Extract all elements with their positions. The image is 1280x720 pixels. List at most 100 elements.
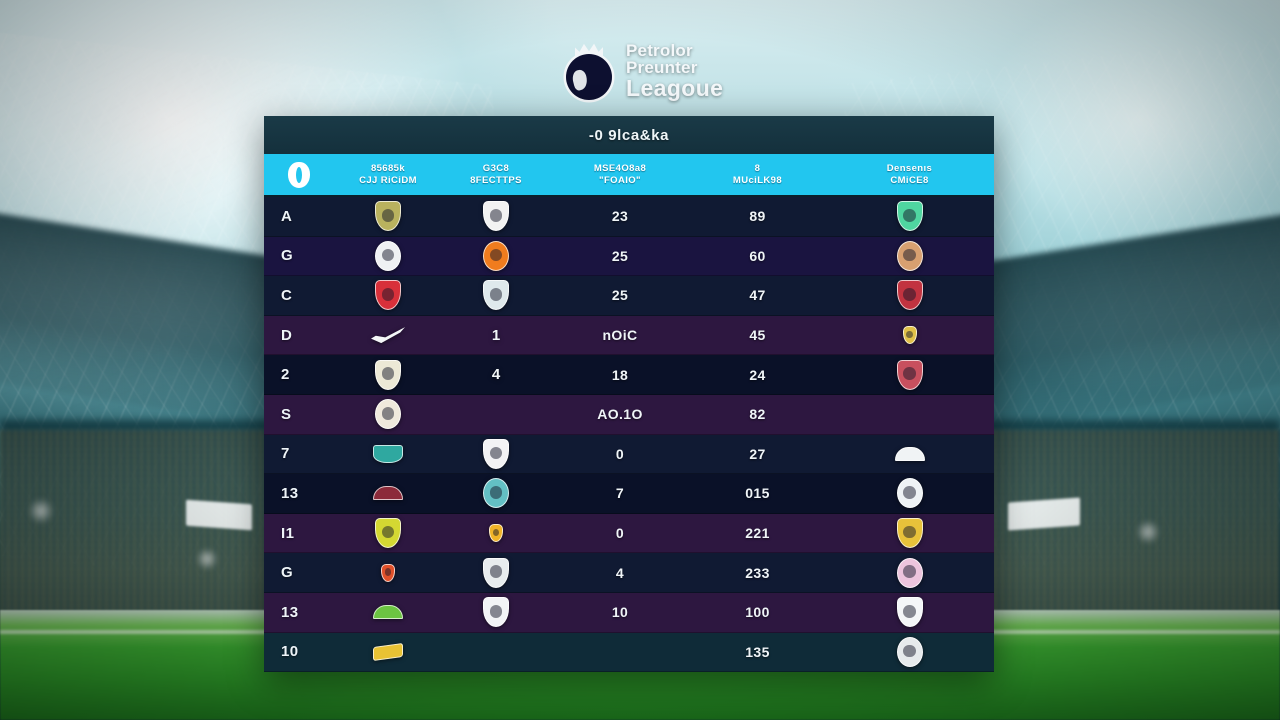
advertising-board-right xyxy=(1008,497,1080,531)
status-badge-icon[interactable] xyxy=(896,557,923,588)
crest-body xyxy=(896,597,923,628)
crest-body xyxy=(896,201,923,232)
table-row[interactable]: C 25 47 xyxy=(264,276,994,316)
club-crest-icon[interactable] xyxy=(375,240,401,271)
row-badge-cell xyxy=(825,553,994,592)
panel-titlebar: -0 9lca&ka xyxy=(264,116,994,154)
opponent-crest-icon[interactable] xyxy=(483,557,509,588)
table-row[interactable]: 10 135 xyxy=(264,632,994,672)
column-header-badge-line-2: CMiCE8 xyxy=(890,174,929,186)
club-crest-icon[interactable] xyxy=(373,444,403,463)
status-badge-icon[interactable] xyxy=(896,597,923,628)
opponent-crest-icon[interactable] xyxy=(483,240,509,271)
crest-emblem xyxy=(903,209,916,222)
crest-body xyxy=(373,605,403,620)
club-crest-icon[interactable] xyxy=(375,359,401,390)
club-crest-icon[interactable] xyxy=(373,642,403,661)
table-row[interactable]: G 4 233 xyxy=(264,553,994,593)
club-crest-icon[interactable] xyxy=(375,518,401,549)
row-position: 10 xyxy=(281,643,299,661)
row-position: 2 xyxy=(281,366,290,384)
row-crest-cell xyxy=(334,355,442,394)
crest-body xyxy=(896,636,923,667)
opponent-crest-icon[interactable]: 1 xyxy=(491,326,501,344)
column-header-club[interactable]: G3C8 8FECTTPS xyxy=(442,163,550,187)
crest-body xyxy=(483,240,509,271)
league-logo: Petrolor Preunter Leagoue xyxy=(562,32,732,110)
row-position: 13 xyxy=(281,484,299,502)
club-crest-icon[interactable] xyxy=(373,605,403,620)
row-played-value: 25 xyxy=(611,247,629,264)
row-club-cell xyxy=(442,395,550,434)
column-header-badge[interactable]: Densenıs CMiCE8 xyxy=(825,163,994,187)
crest-emblem xyxy=(381,367,395,381)
club-crest-icon[interactable] xyxy=(373,486,403,501)
crest-emblem xyxy=(903,248,916,262)
table-row[interactable]: S AO.1O 82 xyxy=(264,394,994,435)
crest-body xyxy=(373,642,403,661)
row-points-value: 135 xyxy=(745,643,770,660)
row-club-cell: 1 xyxy=(442,316,550,355)
opponent-crest-icon[interactable] xyxy=(483,478,509,509)
table-row[interactable]: 13 10 100 xyxy=(264,592,994,633)
opponent-crest-icon[interactable] xyxy=(483,597,509,628)
club-crest-icon[interactable] xyxy=(375,280,401,311)
table-row[interactable]: A 23 89 xyxy=(264,197,994,237)
football-icon xyxy=(566,54,612,100)
row-played-value xyxy=(550,633,690,672)
crest-body xyxy=(375,399,401,430)
row-crest-cell xyxy=(334,514,442,553)
status-badge-icon[interactable] xyxy=(894,446,925,461)
status-badge-icon[interactable] xyxy=(896,280,923,311)
row-crest-cell xyxy=(334,593,442,632)
opponent-crest-icon[interactable] xyxy=(483,438,509,469)
club-crest-icon[interactable] xyxy=(375,201,401,232)
row-badge-cell xyxy=(825,276,994,315)
status-badge-icon[interactable] xyxy=(902,326,917,345)
row-played-value: 0 xyxy=(615,525,625,542)
column-header-position[interactable] xyxy=(264,161,334,188)
status-badge-icon[interactable] xyxy=(896,359,923,390)
crest-body xyxy=(483,478,509,509)
column-header-points-line-1: 8 xyxy=(754,162,761,174)
club-crest-icon[interactable] xyxy=(381,563,395,582)
club-crest-icon[interactable] xyxy=(371,327,405,344)
status-badge-icon[interactable] xyxy=(896,478,923,509)
row-club-cell xyxy=(442,633,550,672)
table-row[interactable]: 2 4 18 24 xyxy=(264,355,994,395)
table-row[interactable]: I1 0 221 xyxy=(264,513,994,554)
row-crest-cell xyxy=(334,197,442,236)
opponent-crest-icon[interactable]: 4 xyxy=(491,366,501,384)
status-badge-icon[interactable] xyxy=(896,201,923,232)
row-played-value: 7 xyxy=(615,485,625,502)
opponent-crest-icon[interactable] xyxy=(483,280,509,311)
table-row[interactable]: 13 7 015 xyxy=(264,474,994,514)
status-badge-icon[interactable] xyxy=(896,240,923,271)
row-club-cell xyxy=(442,514,550,553)
row-badge-cell xyxy=(825,237,994,276)
column-header-played[interactable]: MSE4O8a8 "FOAIO" xyxy=(550,163,690,187)
crest-emblem xyxy=(903,486,916,499)
table-row[interactable]: 7 0 27 xyxy=(264,434,994,475)
opponent-crest-icon[interactable] xyxy=(483,201,509,232)
crest-body xyxy=(896,518,923,549)
table-row[interactable]: G 25 60 xyxy=(264,236,994,277)
crest-body xyxy=(896,557,923,588)
crest-emblem xyxy=(489,446,503,460)
row-badge-cell xyxy=(825,197,994,236)
status-badge-icon[interactable] xyxy=(896,636,923,667)
crest-body xyxy=(375,359,401,390)
row-club-cell: 4 xyxy=(442,355,550,394)
crest-body xyxy=(896,280,923,311)
row-points-value: 89 xyxy=(749,208,766,225)
row-played-value: 23 xyxy=(611,208,629,225)
column-header-points[interactable]: 8 MUciLK98 xyxy=(690,163,825,187)
club-crest-icon[interactable] xyxy=(375,399,401,430)
status-badge-icon[interactable] xyxy=(896,518,923,549)
column-header-crest[interactable]: 85685k CJJ RiCiDM xyxy=(334,163,442,187)
opponent-crest-icon[interactable] xyxy=(489,524,503,543)
crest-emblem xyxy=(384,568,392,576)
row-played-value: 18 xyxy=(611,366,629,383)
table-row[interactable]: D 1 nOiC 45 xyxy=(264,315,994,356)
